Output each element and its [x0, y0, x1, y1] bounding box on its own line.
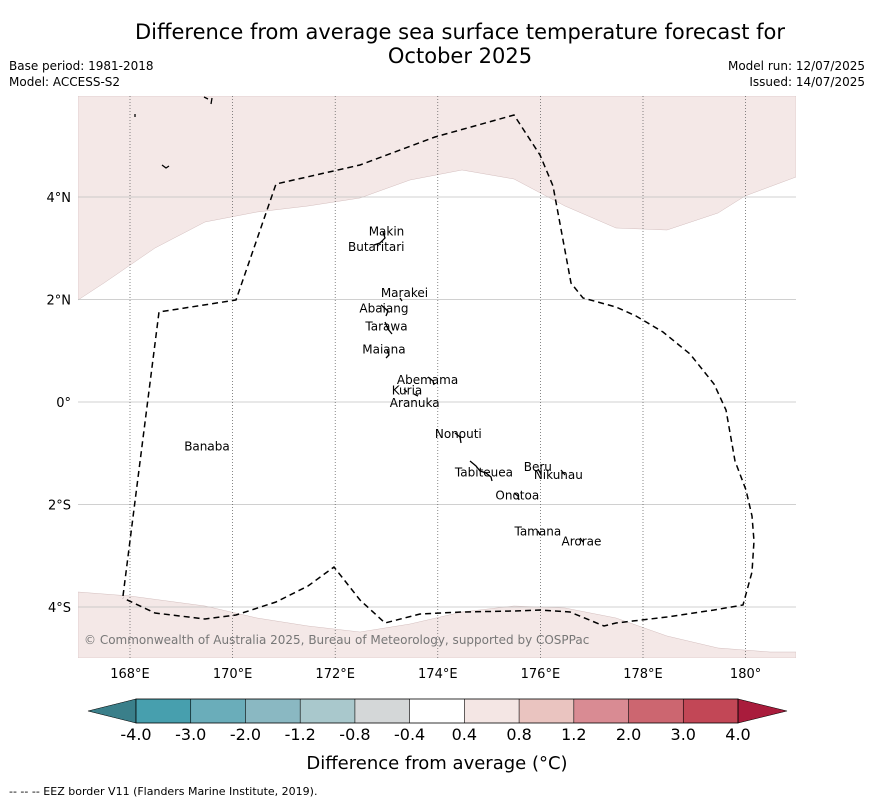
island-label: Abemama — [397, 373, 458, 387]
lon-tick-label: 172°E — [315, 667, 355, 682]
colorbar-segment — [190, 699, 246, 723]
meta-left: Base period: 1981-2018 Model: ACCESS-S2 — [9, 58, 154, 90]
island-label: Marakei — [381, 286, 428, 300]
island-shape-abaiang — [380, 304, 389, 317]
colorbar-tick-label: 0.8 — [506, 725, 531, 744]
lon-tick-label: 168°E — [110, 667, 150, 682]
island-shape-north-1 — [203, 96, 213, 105]
island-shape-banaba — [207, 447, 210, 451]
colorbar-segment — [628, 699, 684, 723]
colorbar-segment — [573, 699, 629, 723]
colorbar-tick-label: -0.8 — [339, 725, 370, 744]
island-shape-makin-butaritari — [373, 231, 386, 246]
island-shape-tabiteuea — [469, 460, 493, 482]
anomaly-shading-north — [78, 96, 796, 301]
island-label: Nonouti — [435, 427, 482, 441]
lon-tick-label: 180° — [730, 667, 761, 682]
title-line-1: Difference from average sea surface temp… — [135, 20, 785, 44]
colorbar-segment — [354, 699, 410, 723]
island-label: Tamana — [513, 524, 561, 538]
colorbar-title: Difference from average (°C) — [306, 753, 567, 774]
lat-tick-label: 2°N — [47, 294, 72, 309]
map-title: Difference from average sea surface temp… — [130, 20, 790, 68]
lat-tick-label: 4°S — [48, 601, 71, 616]
island-shape-north-3 — [161, 164, 170, 169]
eez-footnote: -- -- -- EEZ border V11 (Flanders Marine… — [9, 785, 318, 798]
lat-tick-label: 4°N — [47, 191, 72, 206]
colorbar-segment — [136, 699, 191, 723]
island-shape-beru — [537, 468, 542, 475]
island-shape-nonouti — [454, 432, 462, 444]
model-name: Model: ACCESS-S2 — [9, 75, 121, 89]
model-run: Model run: 12/07/2025 — [727, 59, 865, 73]
colorbar-segment — [245, 699, 301, 723]
island-shape-kuria-aranuka — [403, 388, 419, 397]
island-label: Makin — [369, 224, 405, 238]
island-shape-tamana — [537, 530, 541, 536]
island-label: Aranuka — [390, 396, 440, 410]
colorbar-tick-label: 1.2 — [561, 725, 586, 744]
island-shape-arorae — [579, 537, 584, 543]
island-label: Nikunau — [534, 468, 583, 482]
title-line-2: October 2025 — [387, 44, 533, 68]
latitude-tick-labels: 4°N 2°N 0° 2°S 4°S — [47, 191, 72, 616]
island-shape-marakei — [399, 297, 403, 302]
island-label: Kuria — [392, 383, 423, 397]
colorbar-tick-label: -3.0 — [175, 725, 206, 744]
colorbar-tick-label: 4.0 — [725, 725, 750, 744]
colorbar-segment — [409, 699, 465, 723]
copyright-notice: © Commonwealth of Australia 2025, Bureau… — [84, 633, 589, 647]
island-shape-onotoa — [513, 492, 520, 501]
colorbar-frame — [135, 698, 739, 724]
lat-tick-label: 0° — [56, 396, 71, 411]
island-shape-maiana — [385, 349, 390, 359]
colorbar-segment — [464, 699, 520, 723]
base-period: Base period: 1981-2018 — [9, 59, 154, 73]
island-label: Beru — [524, 460, 552, 474]
colorbar-tick-label: -1.2 — [285, 725, 316, 744]
island-shapes — [134, 96, 584, 543]
island-label: Butaritari — [348, 240, 405, 254]
island-label: Maiana — [362, 342, 405, 356]
island-label: Tarawa — [364, 319, 407, 333]
colorbar-tick-label: -4.0 — [120, 725, 151, 744]
island-shape-tarawa — [384, 321, 393, 335]
lon-tick-label: 178°E — [623, 667, 663, 682]
island-shape-nikunau — [560, 469, 566, 476]
colorbar-extend-high — [737, 698, 788, 724]
lon-tick-label: 176°E — [521, 667, 561, 682]
colorbar-tick-label: -0.4 — [394, 725, 425, 744]
colorbar-tick-label: 3.0 — [671, 725, 696, 744]
meta-right: Model run: 12/07/2025 Issued: 14/07/2025 — [728, 58, 865, 90]
issued-date: Issued: 14/07/2025 — [749, 75, 865, 89]
eez-border — [122, 114, 755, 627]
latitude-gridlines — [78, 196, 796, 608]
island-label: Arorae — [561, 535, 601, 549]
island-label: Abaiang — [359, 301, 408, 315]
island-label: Onotoa — [495, 488, 539, 502]
island-label: Tabiteuea — [454, 465, 513, 479]
island-label: Banaba — [184, 440, 230, 454]
island-shape-abemama — [427, 376, 435, 386]
lon-tick-label: 170°E — [213, 667, 253, 682]
colorbar: -4.0 -3.0 -2.0 -1.2 -0.8 -0.4 0.4 0.8 1.2 2.0 3.0 4… — [87, 698, 788, 744]
colorbar-segment — [683, 699, 738, 723]
longitude-tick-labels: 168°E 170°E 172°E 174°E 176°E 178°E 180° — [110, 667, 761, 682]
colorbar-segment — [300, 699, 355, 723]
colorbar-tick-label: -2.0 — [230, 725, 261, 744]
colorbar-segment — [519, 699, 574, 723]
colorbar-extend-low — [87, 698, 137, 724]
longitude-gridlines — [129, 96, 746, 658]
colorbar-tick-label: 2.0 — [616, 725, 641, 744]
lon-tick-label: 174°E — [418, 667, 458, 682]
colorbar-tick-label: 0.4 — [452, 725, 477, 744]
lat-tick-label: 2°S — [48, 499, 71, 514]
